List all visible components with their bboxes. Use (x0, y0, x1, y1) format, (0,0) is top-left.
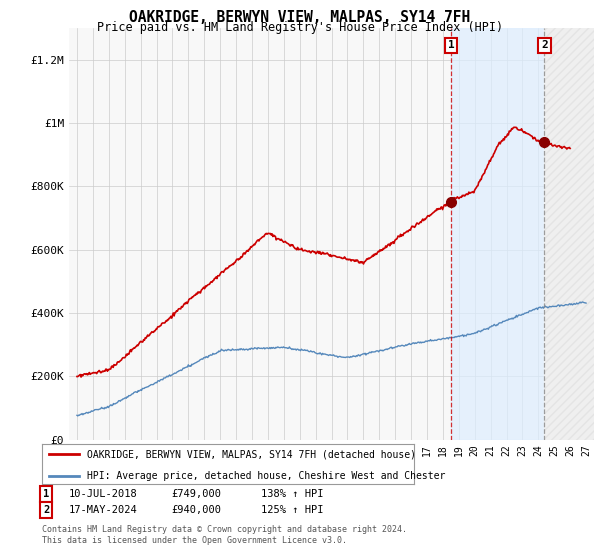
Text: £749,000: £749,000 (171, 489, 221, 499)
Text: £940,000: £940,000 (171, 505, 221, 515)
Text: 138% ↑ HPI: 138% ↑ HPI (261, 489, 323, 499)
Text: 10-JUL-2018: 10-JUL-2018 (69, 489, 138, 499)
Bar (544, 28, 594, 440)
Text: Price paid vs. HM Land Registry's House Price Index (HPI): Price paid vs. HM Land Registry's House … (97, 21, 503, 34)
Text: OAKRIDGE, BERWYN VIEW, MALPAS, SY14 7FH (detached house): OAKRIDGE, BERWYN VIEW, MALPAS, SY14 7FH … (86, 449, 416, 459)
Text: Contains HM Land Registry data © Crown copyright and database right 2024.
This d: Contains HM Land Registry data © Crown c… (42, 525, 407, 545)
Text: OAKRIDGE, BERWYN VIEW, MALPAS, SY14 7FH: OAKRIDGE, BERWYN VIEW, MALPAS, SY14 7FH (130, 10, 470, 25)
Text: 1: 1 (43, 489, 49, 499)
Text: 17-MAY-2024: 17-MAY-2024 (69, 505, 138, 515)
Text: 1: 1 (448, 40, 455, 50)
Bar (544, 28, 594, 440)
Text: HPI: Average price, detached house, Cheshire West and Chester: HPI: Average price, detached house, Ches… (86, 470, 445, 480)
Text: 125% ↑ HPI: 125% ↑ HPI (261, 505, 323, 515)
Bar (451, 28, 544, 440)
Text: 2: 2 (43, 505, 49, 515)
Text: 2: 2 (541, 40, 548, 50)
